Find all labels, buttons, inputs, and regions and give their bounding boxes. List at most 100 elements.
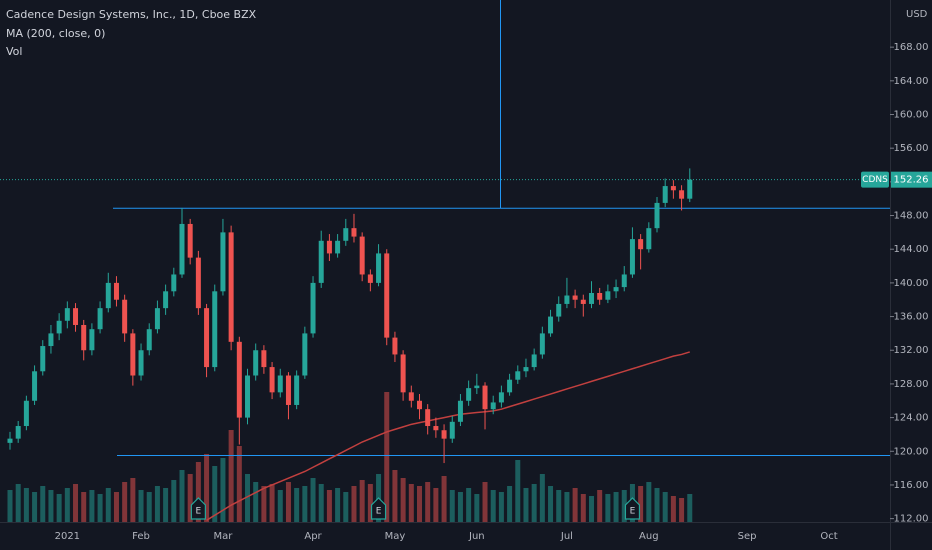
earnings-badge xyxy=(370,497,387,520)
candle-body xyxy=(646,228,652,250)
volume-bar xyxy=(253,482,259,522)
candle-body xyxy=(343,228,349,241)
earnings-badge xyxy=(624,497,641,520)
volume-bar xyxy=(73,484,79,522)
volume-bar xyxy=(195,462,201,522)
candle-body xyxy=(163,291,169,309)
volume-bar xyxy=(507,486,513,522)
candle-body xyxy=(277,375,283,393)
volume-bar xyxy=(294,488,300,522)
volume-bar xyxy=(277,490,283,522)
volume-bar xyxy=(408,484,414,522)
currency-label: USD xyxy=(906,9,928,20)
candle-body xyxy=(105,282,111,309)
candle-body xyxy=(195,257,201,309)
candle-body xyxy=(580,299,586,304)
candle-body xyxy=(130,333,136,376)
volume-bar xyxy=(548,486,554,522)
candle-body xyxy=(204,308,210,368)
volume-bar xyxy=(654,488,660,522)
y-tick-label: 116.00 xyxy=(894,480,929,491)
candle-body xyxy=(89,329,95,351)
volume-bar xyxy=(81,492,87,522)
y-tick-label: 136.00 xyxy=(894,312,929,323)
volume-bar xyxy=(212,466,218,522)
volume-label: Vol xyxy=(6,45,22,58)
last-price-label: 152.26 xyxy=(894,175,929,186)
x-tick-label: Apr xyxy=(304,531,322,542)
candle-body xyxy=(269,367,275,393)
candle-body xyxy=(433,426,439,431)
volume-bar xyxy=(646,482,652,522)
volume-bar xyxy=(163,488,169,522)
y-tick-label: 160.00 xyxy=(894,110,929,121)
volume-bar xyxy=(498,492,504,522)
volume-bar xyxy=(687,494,693,522)
volume-bar xyxy=(269,484,275,522)
volume-bar xyxy=(335,488,341,522)
candle-body xyxy=(187,223,193,258)
candle-body xyxy=(179,223,185,275)
volume-bar xyxy=(367,484,373,522)
candle-body xyxy=(572,295,578,300)
y-tick-label: 168.00 xyxy=(894,42,929,53)
volume-bar xyxy=(384,392,390,522)
candle-body xyxy=(40,346,46,372)
volume-bar xyxy=(621,490,627,522)
volume-bar xyxy=(449,490,455,522)
volume-bar xyxy=(32,492,38,522)
candle-body xyxy=(597,292,603,300)
plot-area xyxy=(0,0,890,522)
candle-body xyxy=(359,236,365,275)
candle-body xyxy=(548,316,554,334)
candle-body xyxy=(417,400,422,410)
volume-bar xyxy=(130,478,136,522)
candle-body xyxy=(367,274,373,283)
candle-body xyxy=(556,303,562,317)
y-tick-label: 124.00 xyxy=(894,413,929,424)
volume-bar xyxy=(261,486,267,522)
volume-bar xyxy=(679,498,685,522)
x-tick-label: 2021 xyxy=(55,531,80,542)
x-tick-label: Jul xyxy=(560,531,573,542)
volume-bar xyxy=(588,496,594,522)
volume-bar xyxy=(515,460,521,522)
volume-bar xyxy=(64,488,70,522)
y-tick-label: 156.00 xyxy=(894,143,929,154)
candle-body xyxy=(7,438,13,443)
candle-body xyxy=(531,354,537,368)
symbol-badge xyxy=(861,171,889,188)
chart-title: Cadence Design Systems, Inc., 1D, Cboe B… xyxy=(6,8,257,21)
volume-bar xyxy=(638,486,644,522)
volume-bar xyxy=(425,482,431,522)
volume-bar xyxy=(97,494,103,522)
volume-bar xyxy=(23,488,29,522)
candle-body xyxy=(64,308,70,321)
candle-body xyxy=(220,232,226,292)
candle-body xyxy=(384,253,390,338)
candle-body xyxy=(400,354,406,393)
candle-body xyxy=(621,274,627,288)
candle-body xyxy=(318,240,324,283)
volume-bar xyxy=(326,490,332,522)
volume-bar xyxy=(343,492,349,522)
volume-bar xyxy=(400,478,406,522)
candle-body xyxy=(146,329,152,351)
volume-bar xyxy=(392,470,398,522)
volume-bar xyxy=(113,492,119,522)
volume-bar xyxy=(7,490,13,522)
volume-bar xyxy=(523,488,529,522)
candle-body xyxy=(457,400,463,422)
volume-bar xyxy=(351,486,357,522)
volume-bar xyxy=(15,484,21,522)
candle-body xyxy=(351,228,357,237)
volume-bar xyxy=(457,492,463,522)
earnings-marker: E xyxy=(190,497,206,520)
candle-body xyxy=(466,388,472,401)
candle-body xyxy=(670,186,676,191)
volume-bar xyxy=(580,494,586,522)
earnings-label: E xyxy=(376,507,382,517)
volume-bar xyxy=(474,494,480,522)
candle-body xyxy=(81,324,87,351)
